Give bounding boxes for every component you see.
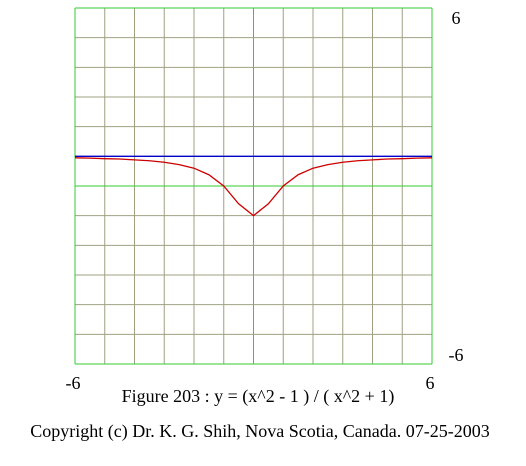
footer: Copyright (c) Dr. K. G. Shih, Nova Scoti… (30, 421, 489, 442)
chart-title: Figure 203 : y = (x^2 - 1 ) / ( x^2 + 1) (122, 386, 395, 407)
x-tick-label: 6 (426, 373, 435, 393)
y-tick-label: -6 (449, 345, 464, 365)
x-tick-label: -6 (66, 373, 81, 393)
y-tick-label: 6 (452, 8, 461, 28)
curve (74, 157, 433, 217)
